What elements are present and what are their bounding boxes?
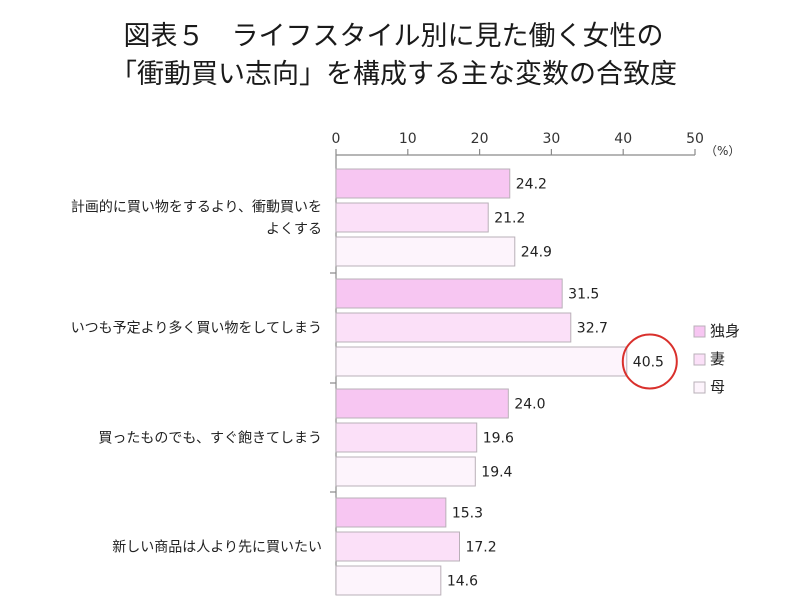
- bar-妻-2: [335, 422, 478, 453]
- data-label: 15.3: [452, 506, 483, 522]
- bar-独身-2: [335, 388, 509, 419]
- bar-母-2: [335, 456, 476, 487]
- x-tick-label: 20: [471, 131, 489, 147]
- bar-妻-0: [335, 202, 489, 233]
- x-tick-label: 0: [332, 131, 341, 147]
- data-label: 19.6: [483, 431, 514, 447]
- x-tick-label: 10: [399, 131, 417, 147]
- x-tick-label: 50: [686, 131, 704, 147]
- category-label: いつも予定より多く買い物をしてしまう: [71, 320, 322, 337]
- data-label: 21.2: [494, 211, 525, 227]
- legend-swatch-0: [693, 325, 706, 338]
- data-label: 24.2: [516, 177, 547, 193]
- data-label: 32.7: [577, 321, 608, 337]
- bar-独身-0: [335, 168, 511, 199]
- legend-label: 妻: [710, 350, 725, 368]
- data-label: 31.5: [568, 287, 599, 303]
- x-tick-label: 40: [614, 131, 632, 147]
- category-label: 買ったものでも、すぐ飽きてしまう: [98, 430, 322, 447]
- data-label: 24.9: [521, 245, 552, 261]
- bar-独身-1: [335, 278, 563, 309]
- data-label: 17.2: [465, 540, 496, 556]
- legend-label: 独身: [710, 322, 740, 340]
- category-label: 新しい商品は人より先に買いたい: [112, 540, 322, 556]
- data-label: 24.0: [514, 397, 545, 413]
- bar-独身-3: [335, 497, 447, 528]
- legend-swatch-1: [693, 353, 706, 366]
- data-label: 14.6: [447, 574, 478, 590]
- category-label: よくする: [266, 222, 322, 238]
- category-label: 計画的に買い物をするより、衝動買いを: [71, 200, 322, 216]
- bar-妻-1: [335, 312, 572, 343]
- bar-母-1: [335, 346, 628, 377]
- data-label: 40.5: [633, 355, 664, 371]
- legend-label: 母: [710, 378, 725, 396]
- highlight-circle: [621, 333, 678, 390]
- x-axis-unit: （%）: [705, 144, 740, 158]
- bar-妻-3: [335, 531, 460, 562]
- legend-swatch-2: [693, 381, 706, 394]
- bar-母-3: [335, 565, 442, 596]
- chart-title-line-2: 「衝動買い志向」を構成する主な変数の合致度: [110, 59, 677, 90]
- data-label: 19.4: [481, 465, 512, 481]
- x-tick-label: 30: [542, 131, 560, 147]
- chart-title-line-1: 図表５ ライフスタイル別に見た働く女性の: [123, 21, 664, 52]
- bar-母-0: [335, 236, 516, 267]
